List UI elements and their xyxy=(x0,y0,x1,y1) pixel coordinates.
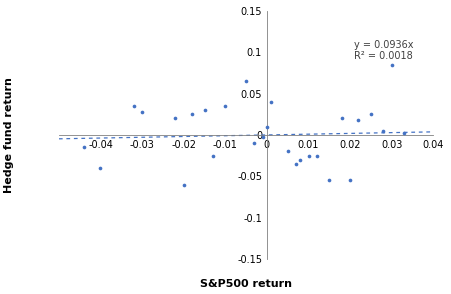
Point xyxy=(222,104,229,108)
X-axis label: S&P500 return: S&P500 return xyxy=(200,279,292,289)
Point xyxy=(180,182,187,187)
Point xyxy=(97,166,104,170)
Point xyxy=(380,128,387,133)
Point xyxy=(251,141,258,146)
Point xyxy=(259,135,267,140)
Point xyxy=(400,131,408,136)
Point xyxy=(189,112,196,117)
Point xyxy=(138,109,146,114)
Point xyxy=(313,153,321,158)
Point xyxy=(346,178,354,183)
Point xyxy=(305,153,312,158)
Point xyxy=(338,116,345,121)
Point xyxy=(388,62,396,67)
Point xyxy=(172,116,179,121)
Point xyxy=(297,157,304,162)
Point xyxy=(368,112,375,117)
Point xyxy=(326,178,333,183)
Y-axis label: Hedge fund return: Hedge fund return xyxy=(4,77,14,193)
Point xyxy=(284,149,291,154)
Point xyxy=(263,124,271,129)
Point xyxy=(243,79,250,83)
Text: y = 0.0936x
R² = 0.0018: y = 0.0936x R² = 0.0018 xyxy=(354,40,414,61)
Point xyxy=(130,104,138,108)
Point xyxy=(201,108,208,113)
Point xyxy=(209,153,216,158)
Point xyxy=(292,161,299,166)
Point xyxy=(80,145,87,150)
Point xyxy=(267,100,275,104)
Point xyxy=(355,118,362,122)
